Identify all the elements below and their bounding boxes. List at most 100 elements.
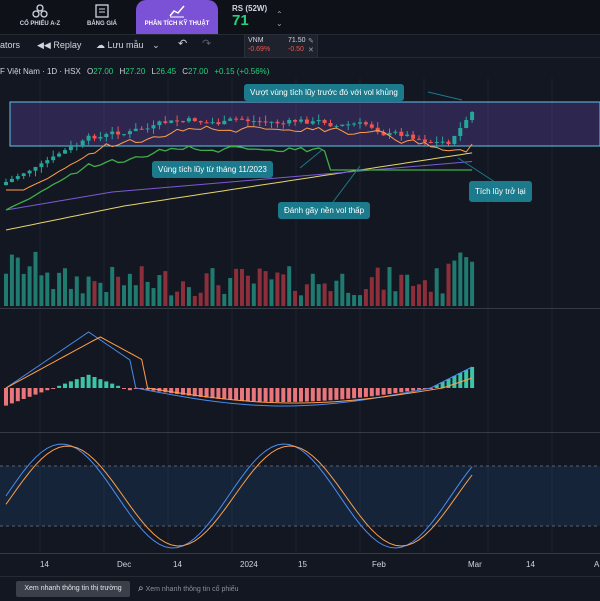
macd-histogram-bar [51,388,56,389]
callout-pointer [299,149,323,169]
ma-line-purple [5,161,473,211]
macd-histogram-bar [299,388,303,402]
macd-histogram-bar [358,388,362,398]
candle-body [281,123,286,125]
macd-histogram-bar [80,377,85,388]
x-tick: Mar [468,560,482,569]
candle-body [57,153,62,157]
candle-body [417,138,421,140]
callout-breakout[interactable]: Vượt vùng tích lũy trước đó với vol khủn… [244,84,404,101]
macd-histogram-bar [163,388,168,393]
macd-histogram-bar [57,385,62,388]
macd-histogram-bar [92,377,97,388]
candle-body [127,131,132,135]
macd-histogram-bar [251,388,256,402]
volume-bar [57,272,62,306]
volume-bar [299,295,303,306]
edit-icon[interactable]: ✎ [308,38,314,45]
volume-bar [352,295,357,306]
candle-body [175,120,180,122]
macd-histogram-bar [27,388,32,397]
volume-bar [363,289,368,306]
ma-line-yellow [5,152,473,231]
legend-change: +0.15 (+0.56%) [214,67,270,76]
volume-bar [27,266,32,306]
candle-body [334,126,339,128]
tab-technical-analysis[interactable]: PHÂN TÍCH KỸ THUẬT [136,0,218,34]
candle-body [299,119,303,122]
legend-h-key: H [119,67,126,76]
volume-bar [228,277,233,306]
macd-histogram-bar [116,385,121,388]
symbol-title: F Việt Nam · 1D · HSX [0,67,81,76]
volume-bar [251,283,256,306]
candle-body [192,118,197,122]
x-tick: A [594,560,600,569]
macd-histogram-bar [145,388,150,390]
callout-reaccumulate[interactable]: Tích lũy trở lại [469,181,532,202]
market-news-button[interactable]: Xem nhanh thông tin thị trường [16,581,130,597]
macd-histogram-bar [293,388,298,402]
macd-histogram-bar [375,388,380,396]
callout-accumulation[interactable]: Vùng tích lũy từ tháng 11/2023 [152,161,273,178]
macd-histogram-bar [263,388,268,402]
macd-histogram-bar [139,388,144,389]
candle-body [234,118,239,120]
candle-body [33,167,38,171]
macd-histogram-bar [240,388,244,401]
macd-histogram-bar [346,388,351,399]
replay-button[interactable]: ◀◀ Replay [37,40,81,51]
x-tick: Feb [372,560,386,569]
macd-histogram-bar [45,388,50,391]
macd-histogram-bar [310,388,315,402]
volume-bar [151,288,156,306]
macd-line [5,331,473,407]
chevron-down-icon: ⌄ [152,40,160,50]
x-tick: Dec [117,560,132,569]
volume-bar [9,254,14,306]
pane-divider-stochastic[interactable] [0,432,600,433]
volume-bar [328,291,333,306]
quote-widget[interactable]: VNM 71.50 ✎ -0.69% -0.50 ✕ [244,34,318,58]
volume-bar [263,271,268,306]
candle-body [411,134,416,139]
undo-icon[interactable]: ↶ [178,38,188,50]
candle-body [216,122,221,125]
stock-search-input[interactable]: ⌕ Xem nhanh thông tin cổ phiếu [138,581,239,597]
candle-body [80,140,85,146]
tab-price-board[interactable]: BẢNG GIÁ [80,0,124,34]
candle-body [74,145,79,147]
candle-body [204,122,209,124]
volume-bar [51,289,56,306]
candle-body [45,160,50,164]
volume-bar [310,273,315,306]
candle-body [186,118,191,122]
save-template-button[interactable]: ☁ Lưu mẫu ⌄ [96,40,160,51]
volume-bar [145,281,150,306]
macd-histogram-bar [216,388,221,399]
macd-histogram-bar [257,388,262,402]
x-tick: 14 [40,560,49,569]
rs-dropdown-icon[interactable]: ⌃ ⌄ [276,10,283,28]
candle-body [98,136,103,139]
volume-bar [434,268,439,306]
volume-bar [104,292,109,306]
candle-body [352,123,357,125]
time-axis[interactable]: 14 Dec 14 2024 15 Feb Mar 14 A [0,553,600,576]
callout-breakdown[interactable]: Đánh gãy nền vol thấp [278,202,371,219]
tab-stocks-az[interactable]: CỔ PHIẾU A-Z [12,0,68,34]
candle-body [139,128,144,130]
redo-icon[interactable]: ↷ [202,38,212,50]
indicators-button[interactable]: ators [0,40,21,50]
volume-bar [39,275,44,306]
candle-body [21,173,26,177]
candle-body [133,128,138,132]
pane-divider-macd[interactable] [0,308,600,309]
volume-bar [440,293,445,306]
close-icon[interactable]: ✕ [308,47,314,54]
volume-bar [269,279,274,306]
candle-body [422,139,427,143]
macd-histogram-bar [234,388,239,401]
candle-body [9,178,14,182]
